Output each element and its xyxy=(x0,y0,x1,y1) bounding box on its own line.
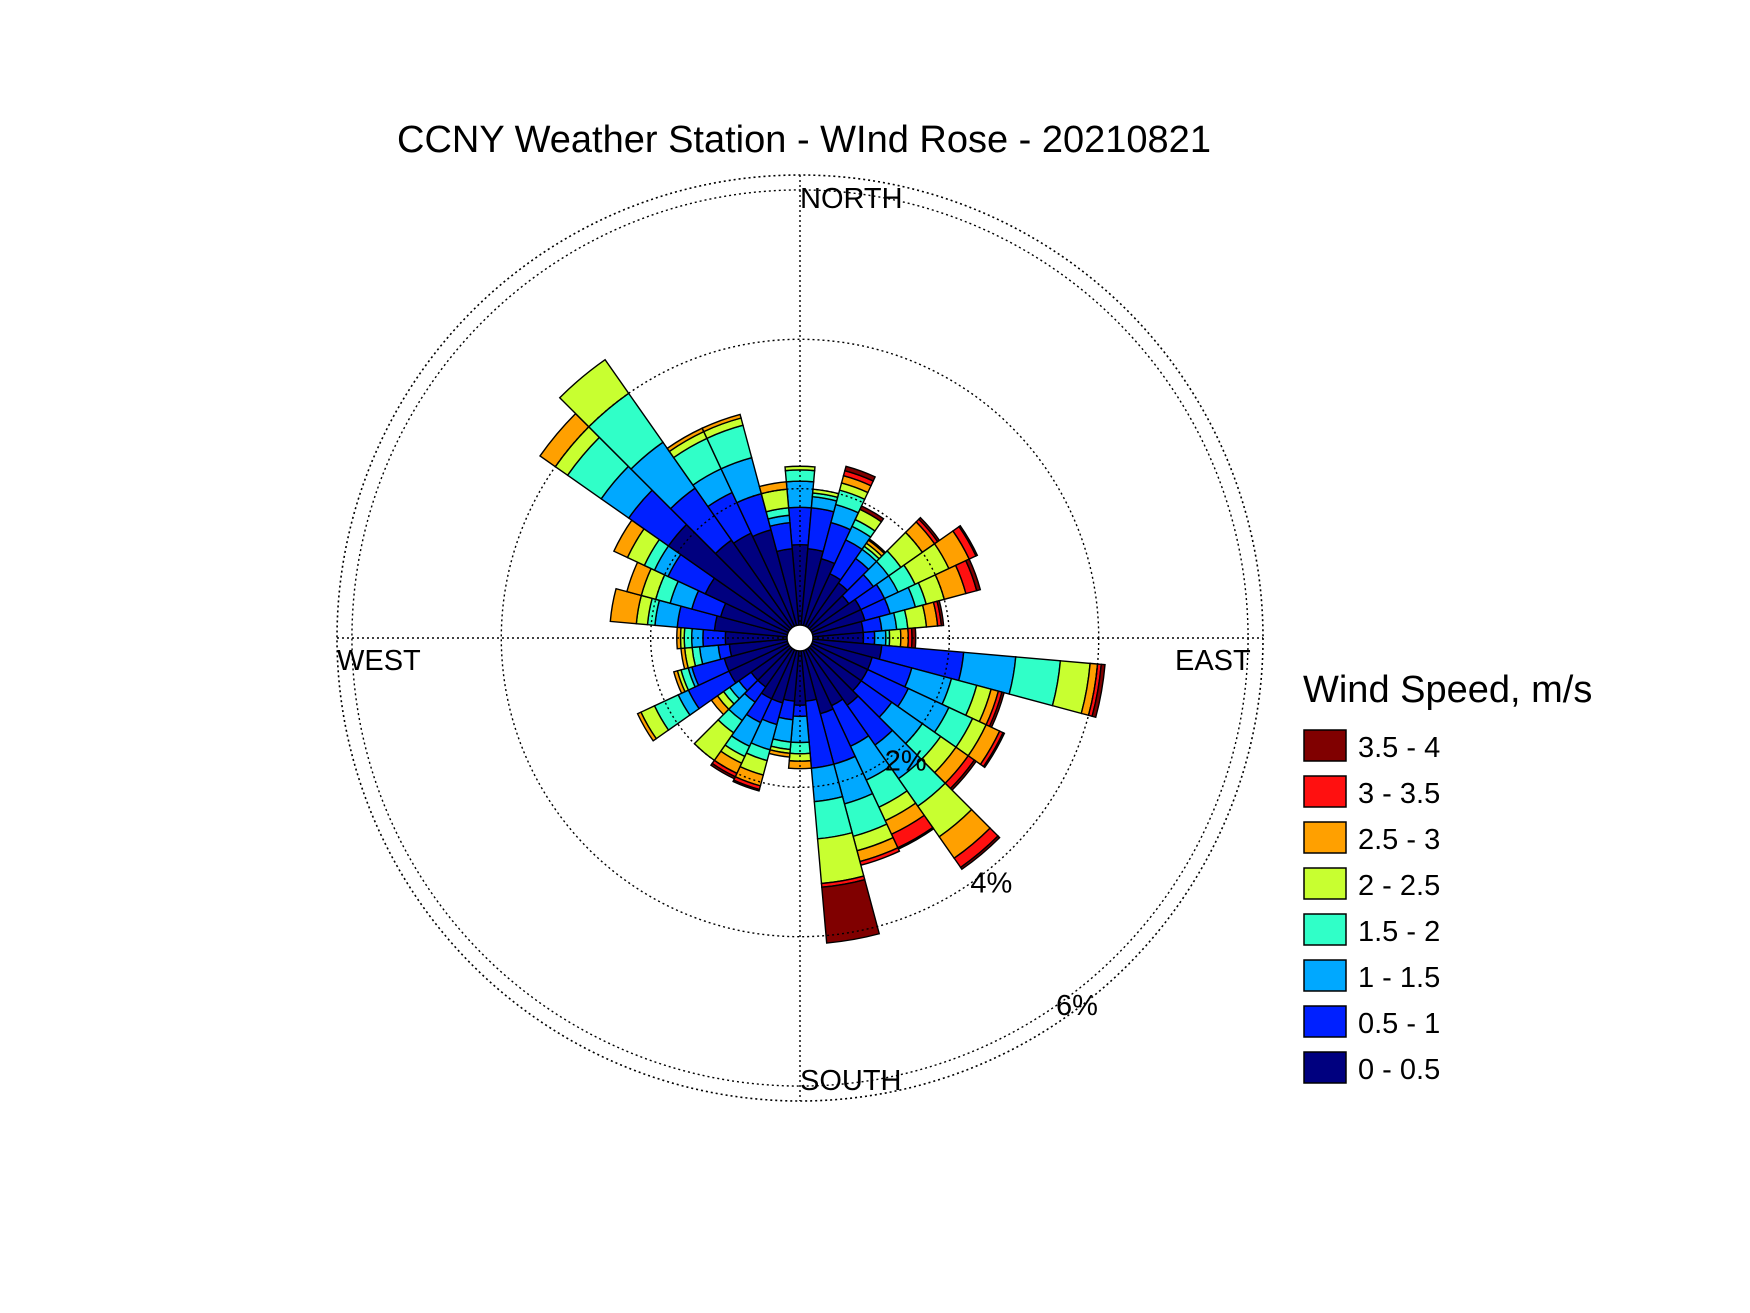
ring-labels: 2% 4% 6% xyxy=(885,745,1098,1022)
center-hole xyxy=(786,624,814,652)
sector-240-bin-5 xyxy=(636,711,658,742)
sector-100-bin-7 xyxy=(1091,663,1106,719)
legend-label-5: 1 - 1.5 xyxy=(1358,962,1440,994)
sector-210-bin-7 xyxy=(709,762,737,780)
sector-280-bin-5 xyxy=(609,587,643,625)
ring-label-6: 6% xyxy=(1056,990,1098,1022)
ring-label-2: 2% xyxy=(885,745,927,777)
legend-swatch-5 xyxy=(1303,959,1347,992)
chart-title: CCNY Weather Station - WInd Rose - 20210… xyxy=(397,119,1211,161)
sector-180-bin-3 xyxy=(789,741,811,755)
wind-rose-sectors xyxy=(539,358,1106,944)
sector-20-bin-7 xyxy=(843,465,877,482)
sector-180-bin-5 xyxy=(787,759,813,770)
ring-label-4: 4% xyxy=(970,868,1012,900)
direction-labels: NORTH SOUTH WEST EAST xyxy=(337,183,1251,1097)
polar-grid xyxy=(336,174,1264,1102)
legend-swatch-0 xyxy=(1303,729,1347,762)
sector-250-bin-5 xyxy=(672,669,686,695)
legend-label-1: 3 - 3.5 xyxy=(1358,778,1440,810)
sector-350-bin-5 xyxy=(758,481,788,495)
legend-swatch-6 xyxy=(1303,1005,1347,1038)
legend-swatch-1 xyxy=(1303,775,1347,808)
sector-170-bin-7 xyxy=(821,878,881,944)
legend: Wind Speed, m/s 3.5 - 4 3 - 3.5 2.5 - 3 2 -… xyxy=(1303,669,1592,1086)
legend-swatch-3 xyxy=(1303,867,1347,900)
legend-label-2: 2.5 - 3 xyxy=(1358,824,1440,856)
sector-70-bin-7 xyxy=(964,558,982,592)
legend-label-0: 3.5 - 4 xyxy=(1358,732,1440,764)
sector-90-bin-2 xyxy=(873,629,887,647)
legend-label-3: 2 - 2.5 xyxy=(1358,870,1440,902)
sector-140-bin-7 xyxy=(959,835,1001,871)
grid-ring-2 xyxy=(649,487,951,789)
north-label: NORTH xyxy=(800,183,903,215)
sector-320-bin-4 xyxy=(558,358,630,428)
sector-90-bin-4 xyxy=(888,628,902,648)
legend-swatch-2 xyxy=(1303,821,1347,854)
south-label: SOUTH xyxy=(800,1065,902,1097)
sector-200-bin-7 xyxy=(732,779,761,792)
sector-0-bin-4 xyxy=(784,465,816,472)
sector-30-bin-7 xyxy=(859,505,885,523)
sector-340-bin-5 xyxy=(701,413,742,433)
sector-80-bin-7 xyxy=(936,599,945,627)
legend-label-7: 0 - 0.5 xyxy=(1358,1054,1440,1086)
sector-100-bin-3 xyxy=(1008,656,1062,707)
legend-title: Wind Speed, m/s xyxy=(1303,669,1592,711)
legend-swatch-7 xyxy=(1303,1051,1347,1084)
sector-120-bin-7 xyxy=(982,731,1006,769)
legend-swatch-4 xyxy=(1303,913,1347,946)
east-label: EAST xyxy=(1175,645,1251,677)
legend-label-4: 1.5 - 2 xyxy=(1358,916,1440,948)
legend-label-6: 0.5 - 1 xyxy=(1358,1008,1440,1040)
sector-60-bin-7 xyxy=(958,524,979,557)
west-label: WEST xyxy=(337,645,421,677)
